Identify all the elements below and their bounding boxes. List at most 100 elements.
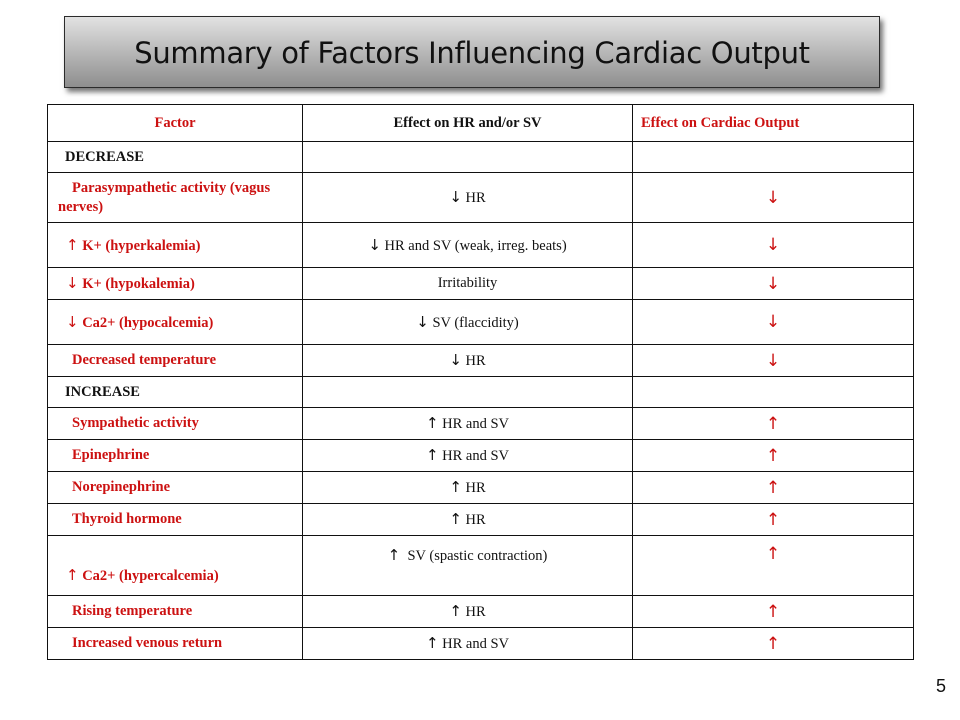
up-arrow-icon: ↑ <box>425 414 439 432</box>
section-row-decrease: DECREASE <box>47 141 914 173</box>
effect-cell: ↑ HR and SV <box>302 439 633 472</box>
factor-text: Ca2+ (hypocalcemia) <box>82 314 214 331</box>
effect-cell: ↑ HR <box>302 595 633 628</box>
down-arrow-icon: ↓ <box>765 350 781 371</box>
up-arrow-icon: ↑ <box>765 413 781 434</box>
factor-cell: Rising temperature <box>47 595 303 628</box>
effect-text: HR <box>465 604 486 620</box>
output-cell: ↓ <box>632 222 914 268</box>
up-arrow-icon: ↑ <box>765 509 781 530</box>
down-arrow-icon: ↓ <box>765 273 781 294</box>
empty-cell <box>302 376 633 408</box>
up-arrow-icon: ↑ <box>66 235 79 254</box>
factor-cell: Parasympathetic activity (vagus nerves) <box>47 172 303 223</box>
factor-text: K+ (hyperkalemia) <box>82 237 201 254</box>
page-number: 5 <box>935 676 946 696</box>
effect-text: HR and SV (weak, irreg. beats) <box>384 237 567 254</box>
header-effect-hr-sv: Effect on HR and/or SV <box>302 104 633 142</box>
up-arrow-icon: ↑ <box>425 446 439 464</box>
output-cell: ↓ <box>632 267 914 300</box>
up-arrow-icon: ↑ <box>765 445 781 466</box>
table-row: Parasympathetic activity (vagus nerves) … <box>47 172 914 223</box>
section-label: DECREASE <box>47 141 303 173</box>
section-row-increase: INCREASE <box>47 376 914 408</box>
table-header-row: Factor Effect on HR and/or SV Effect on … <box>47 104 914 142</box>
effect-text: HR <box>465 512 486 528</box>
table-row: Epinephrine ↑ HR and SV ↑ <box>47 439 914 472</box>
down-arrow-icon: ↓ <box>66 312 79 331</box>
slide-title: Summary of Factors Influencing Cardiac O… <box>134 36 810 70</box>
factor-cell: ↓ K+ (hypokalemia) <box>47 267 303 300</box>
factor-text: Epinephrine <box>72 447 150 463</box>
table-row: Increased venous return ↑ HR and SV ↑ <box>47 627 914 660</box>
down-arrow-icon: ↓ <box>765 187 781 208</box>
effect-text: SV (spastic contraction) <box>407 548 548 564</box>
up-arrow-icon: ↑ <box>387 546 401 564</box>
down-arrow-icon: ↓ <box>66 274 79 292</box>
factor-cell: ↑ K+ (hyperkalemia) <box>47 222 303 268</box>
down-arrow-icon: ↓ <box>416 312 429 331</box>
down-arrow-icon: ↓ <box>449 188 462 206</box>
effect-text: Irritability <box>437 275 498 291</box>
output-cell: ↑ <box>632 627 914 660</box>
up-arrow-icon: ↑ <box>449 478 462 496</box>
up-arrow-icon: ↑ <box>449 602 462 620</box>
factor-text: K+ (hypokalemia) <box>82 276 195 292</box>
effect-text: HR and SV <box>442 416 510 432</box>
output-cell: ↓ <box>632 172 914 223</box>
table-row: ↓ K+ (hypokalemia) Irritability ↓ <box>47 267 914 300</box>
output-cell: ↑ <box>632 503 914 536</box>
output-cell: ↓ <box>632 344 914 377</box>
effect-cell: ↑ HR and SV <box>302 627 633 660</box>
effect-cell: ↑ SV (spastic contraction) <box>302 535 633 596</box>
up-arrow-icon: ↑ <box>66 566 79 584</box>
table-row: Decreased temperature ↓ HR ↓ <box>47 344 914 377</box>
empty-cell <box>632 376 914 408</box>
header-effect-cardiac-output: Effect on Cardiac Output <box>632 104 914 142</box>
factor-text: Decreased temperature <box>72 352 217 368</box>
factor-text: Sympathetic activity <box>72 415 199 431</box>
effect-text: HR and SV <box>442 636 510 652</box>
up-arrow-icon: ↑ <box>765 601 781 622</box>
output-cell: ↑ <box>632 439 914 472</box>
effect-cell: ↓ HR <box>302 172 633 223</box>
effect-text: HR <box>465 480 486 496</box>
factor-cell: Epinephrine <box>47 439 303 472</box>
factor-text: Norepinephrine <box>72 479 171 495</box>
output-cell: ↓ <box>632 299 914 345</box>
factor-text: Thyroid hormone <box>72 511 182 527</box>
down-arrow-icon: ↓ <box>765 235 781 255</box>
down-arrow-icon: ↓ <box>765 312 781 332</box>
output-cell: ↑ <box>632 407 914 440</box>
effect-cell: ↓ HR <box>302 344 633 377</box>
output-cell: ↑ <box>632 595 914 628</box>
table-row: ↑ Ca2+ (hypercalcemia) ↑ SV (spastic con… <box>47 535 914 596</box>
up-arrow-icon: ↑ <box>449 510 462 528</box>
table-row: Sympathetic activity ↑ HR and SV ↑ <box>47 407 914 440</box>
table-row: Rising temperature ↑ HR ↑ <box>47 595 914 628</box>
effect-cell: ↑ HR and SV <box>302 407 633 440</box>
effect-cell: Irritability <box>302 267 633 300</box>
header-factor: Factor <box>47 104 303 142</box>
title-banner: Summary of Factors Influencing Cardiac O… <box>64 16 880 88</box>
effect-text: SV (flaccidity) <box>432 314 519 331</box>
output-cell: ↑ <box>632 471 914 504</box>
factor-text: Parasympathetic activity (vagus nerves) <box>58 180 271 215</box>
up-arrow-icon: ↑ <box>425 634 439 652</box>
output-cell: ↑ <box>632 535 914 596</box>
effect-cell: ↓ SV (flaccidity) <box>302 299 633 345</box>
factor-text: Increased venous return <box>72 635 223 651</box>
cardiac-output-table: Factor Effect on HR and/or SV Effect on … <box>47 104 914 660</box>
effect-cell: ↑ HR <box>302 503 633 536</box>
up-arrow-icon: ↑ <box>765 477 781 498</box>
effect-cell: ↓ HR and SV (weak, irreg. beats) <box>302 222 633 268</box>
factor-cell: Norepinephrine <box>47 471 303 504</box>
factor-cell: ↑ Ca2+ (hypercalcemia) <box>47 535 303 596</box>
table-row: Thyroid hormone ↑ HR ↑ <box>47 503 914 536</box>
down-arrow-icon: ↓ <box>368 235 381 254</box>
factor-text: Ca2+ (hypercalcemia) <box>82 568 219 584</box>
table-row: ↑ K+ (hyperkalemia) ↓ HR and SV (weak, i… <box>47 222 914 268</box>
down-arrow-icon: ↓ <box>449 351 462 369</box>
factor-cell: Thyroid hormone <box>47 503 303 536</box>
up-arrow-icon: ↑ <box>765 544 781 564</box>
